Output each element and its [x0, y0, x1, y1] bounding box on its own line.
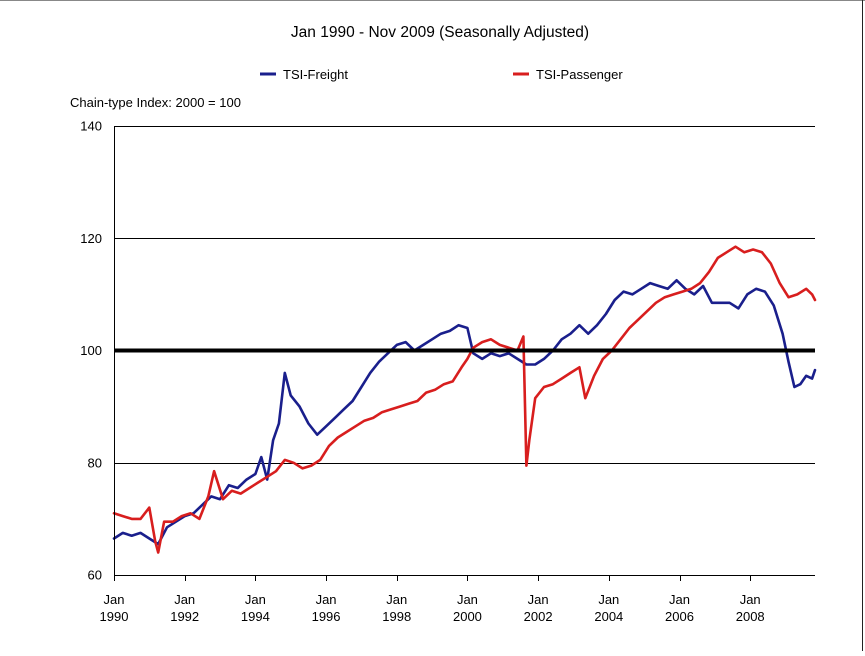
x-tick-label-month: Jan	[174, 592, 195, 607]
x-tick-label-year: 1992	[170, 609, 199, 624]
y-tick-labels: 60 80 100 120 140	[80, 119, 102, 583]
x-tick-label-month: Jan	[669, 592, 690, 607]
x-tick-label-month: Jan	[528, 592, 549, 607]
x-tick-label-year: 2008	[736, 609, 765, 624]
series-line-passenger	[112, 245, 817, 554]
x-tick-label-year: 1996	[312, 609, 341, 624]
x-tick-label-month: Jan	[245, 592, 266, 607]
x-tick-label-month: Jan	[386, 592, 407, 607]
gridlines	[114, 126, 815, 464]
x-tick-label-year: 1998	[382, 609, 411, 624]
x-tick-label-year: 2006	[665, 609, 694, 624]
x-tick-label-month: Jan	[457, 592, 478, 607]
x-tick-label-year: 1990	[100, 609, 129, 624]
x-tick-label-month: Jan	[316, 592, 337, 607]
legend-label-passenger: TSI-Passenger	[536, 67, 623, 82]
y-tick-label: 120	[80, 231, 102, 246]
series-line-freight	[112, 279, 817, 546]
y-tick-label: 60	[88, 568, 102, 583]
y-tick-label: 100	[80, 343, 102, 358]
x-tick-label-year: 2002	[524, 609, 553, 624]
y-axis-label: Chain-type Index: 2000 = 100	[70, 95, 241, 110]
y-tick-label: 80	[88, 455, 102, 470]
x-tick-label-year: 1994	[241, 609, 270, 624]
x-tick-label-month: Jan	[104, 592, 125, 607]
chart-title: Jan 1990 - Nov 2009 (Seasonally Adjusted…	[291, 24, 589, 41]
x-tick-label-year: 2000	[453, 609, 482, 624]
y-tick-label: 140	[80, 119, 102, 134]
series-layer	[112, 245, 817, 554]
x-tick-label-month: Jan	[740, 592, 761, 607]
legend: TSI-Freight TSI-Passenger	[260, 67, 623, 82]
x-tick-labels: Jan 1990 Jan 1992 Jan 1994 Jan 1996 Jan 1998 Jan 20…	[100, 592, 765, 624]
x-tick-label-year: 2004	[594, 609, 623, 624]
legend-label-freight: TSI-Freight	[283, 67, 348, 82]
x-tick-label-month: Jan	[598, 592, 619, 607]
axes	[114, 126, 815, 581]
